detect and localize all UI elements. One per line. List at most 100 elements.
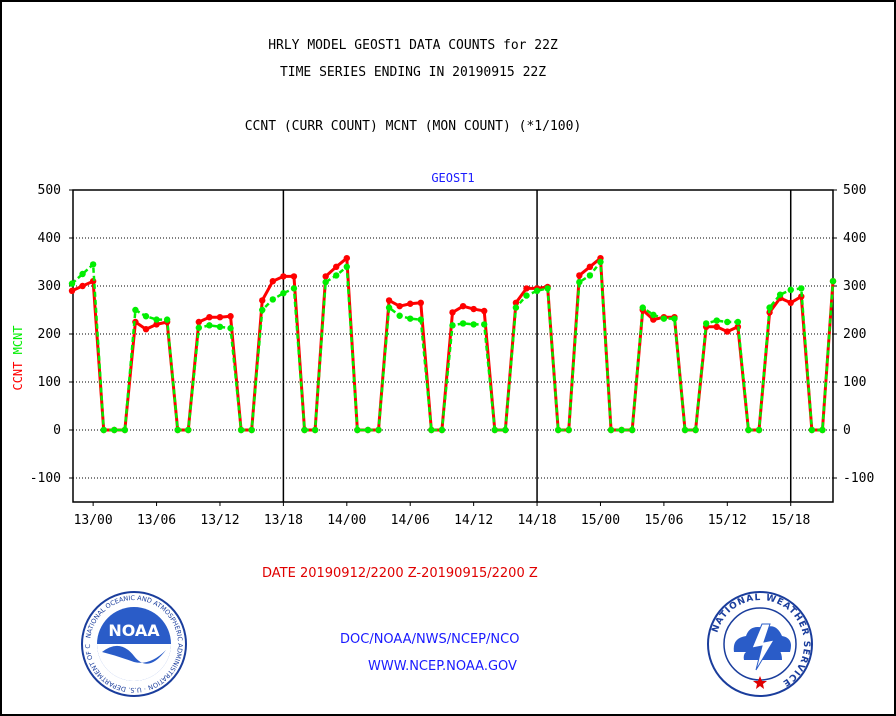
data-point-ccnt xyxy=(280,273,287,280)
data-point-mcnt xyxy=(481,321,488,328)
data-point-mcnt xyxy=(502,426,509,434)
data-point-ccnt xyxy=(586,263,594,270)
x-tick-label: 13/18 xyxy=(264,513,303,528)
data-point-mcnt xyxy=(755,426,763,434)
data-point-mcnt xyxy=(111,426,118,434)
data-point-mcnt xyxy=(333,272,340,279)
x-tick-label: 15/18 xyxy=(771,513,810,528)
data-point-mcnt xyxy=(734,318,742,326)
data-point-mcnt xyxy=(396,312,403,319)
data-point-ccnt xyxy=(385,297,393,304)
data-point-ccnt xyxy=(449,309,456,316)
data-point-mcnt xyxy=(597,258,604,266)
data-point-mcnt xyxy=(322,278,329,286)
data-point-ccnt xyxy=(343,254,351,262)
data-point-mcnt xyxy=(301,426,308,434)
data-point-mcnt xyxy=(438,426,446,434)
data-point-mcnt xyxy=(269,296,277,303)
nws-logo-icon: NATIONAL WEATHER SERVICE xyxy=(707,591,813,697)
data-point-mcnt xyxy=(576,278,583,286)
data-point-ccnt xyxy=(290,273,298,280)
data-point-mcnt xyxy=(745,426,752,434)
data-point-ccnt xyxy=(153,321,160,328)
data-point-mcnt xyxy=(449,322,456,329)
data-point-mcnt xyxy=(174,426,181,434)
data-point-mcnt xyxy=(195,324,203,331)
data-point-mcnt xyxy=(586,272,594,279)
y-tick-label-left: 400 xyxy=(38,231,61,246)
data-point-mcnt xyxy=(491,426,498,434)
plot-area xyxy=(72,189,834,503)
y-tick-label-right: 100 xyxy=(843,375,866,390)
data-point-ccnt xyxy=(523,285,530,292)
data-point-ccnt xyxy=(650,316,657,323)
data-point-mcnt xyxy=(68,280,76,287)
y-axis-label-mcnt: MCNT xyxy=(11,325,25,361)
data-point-mcnt xyxy=(459,320,467,327)
data-point-ccnt xyxy=(459,302,467,310)
x-tick-label: 15/06 xyxy=(644,513,683,528)
data-point-mcnt xyxy=(808,426,816,434)
x-tick-label: 13/00 xyxy=(74,513,113,528)
data-point-ccnt xyxy=(407,300,414,307)
data-point-mcnt xyxy=(185,426,192,434)
data-point-mcnt xyxy=(132,306,139,314)
data-point-mcnt xyxy=(660,315,668,322)
data-point-mcnt xyxy=(237,426,245,434)
data-point-mcnt xyxy=(650,311,657,318)
data-point-mcnt xyxy=(227,325,234,332)
data-point-mcnt xyxy=(639,304,646,311)
data-point-mcnt xyxy=(142,313,150,320)
data-point-mcnt xyxy=(206,322,213,329)
data-point-mcnt xyxy=(100,426,107,434)
data-point-mcnt xyxy=(375,426,382,434)
data-point-mcnt xyxy=(523,292,530,299)
y-tick-label-right: 200 xyxy=(843,327,866,342)
data-point-ccnt xyxy=(512,299,520,306)
x-tick-label: 13/06 xyxy=(137,513,176,528)
data-point-ccnt xyxy=(142,326,150,333)
data-point-ccnt xyxy=(79,282,86,290)
data-point-mcnt xyxy=(713,317,720,324)
data-point-ccnt xyxy=(417,299,424,306)
x-tick-label: 14/18 xyxy=(517,513,556,528)
data-point-mcnt xyxy=(702,320,710,327)
noaa-logo-icon: NOAA NATIONAL OCEANIC AND ATMOSPHERIC AD… xyxy=(80,590,187,697)
data-point-ccnt xyxy=(576,272,583,279)
data-point-mcnt xyxy=(280,290,287,297)
y-tick-label-right: 400 xyxy=(843,231,866,246)
data-point-mcnt xyxy=(428,426,435,434)
series-line-ccnt xyxy=(71,256,835,432)
data-point-ccnt xyxy=(396,302,403,310)
data-point-mcnt xyxy=(385,304,393,311)
data-point-ccnt xyxy=(227,313,234,320)
panel-title: GEOST1 xyxy=(431,171,474,185)
data-point-mcnt xyxy=(79,270,86,278)
data-point-ccnt xyxy=(216,314,224,321)
data-point-mcnt xyxy=(89,261,97,268)
data-point-ccnt xyxy=(724,328,731,335)
data-point-mcnt xyxy=(776,291,784,298)
data-point-ccnt xyxy=(269,278,277,285)
data-point-mcnt xyxy=(544,285,551,292)
data-point-ccnt xyxy=(322,273,329,280)
data-point-ccnt xyxy=(195,318,203,326)
data-point-mcnt xyxy=(216,323,224,330)
data-point-mcnt xyxy=(470,321,477,328)
series-line-mcnt xyxy=(71,260,835,432)
x-tick-label: 14/00 xyxy=(327,513,366,528)
chart-title: HRLY MODEL GEOST1 DATA COUNTS for 22Z xyxy=(268,38,558,53)
y-tick-label-right: 500 xyxy=(843,183,866,198)
data-point-mcnt xyxy=(829,278,837,285)
x-tick-label: 13/12 xyxy=(200,513,239,528)
data-point-ccnt xyxy=(787,299,794,306)
website-link[interactable]: WWW.NCEP.NOAA.GOV xyxy=(368,659,517,674)
data-point-mcnt xyxy=(766,304,773,311)
data-point-mcnt xyxy=(798,285,805,292)
y-tick-label-left: -100 xyxy=(30,471,61,486)
y-tick-label-left: 300 xyxy=(38,279,61,294)
data-point-mcnt xyxy=(819,426,826,434)
data-point-mcnt xyxy=(533,287,541,294)
data-point-mcnt xyxy=(343,263,351,270)
data-point-mcnt xyxy=(681,426,689,434)
